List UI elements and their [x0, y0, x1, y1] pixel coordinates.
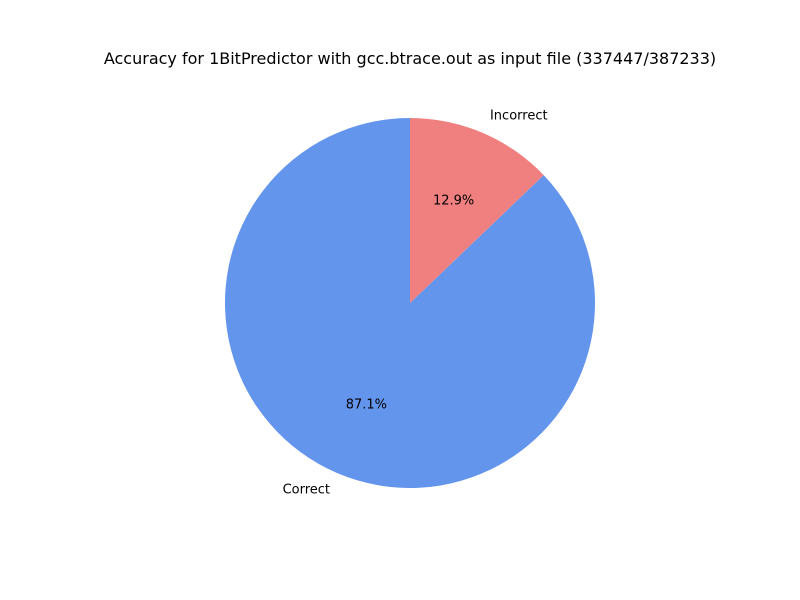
slice-pct-label-correct: 87.1% — [346, 398, 387, 413]
chart-title: Accuracy for 1BitPredictor with gcc.btra… — [104, 49, 716, 68]
slice-label-correct: Correct — [283, 483, 330, 498]
slice-label-incorrect: Incorrect — [490, 108, 548, 123]
pie-labels: Correct 87.1% Incorrect 12.9% — [283, 108, 548, 497]
slice-pct-label-incorrect: 12.9% — [433, 193, 474, 208]
pie-slice-incorrect — [410, 118, 544, 303]
pie-slices — [225, 118, 595, 489]
